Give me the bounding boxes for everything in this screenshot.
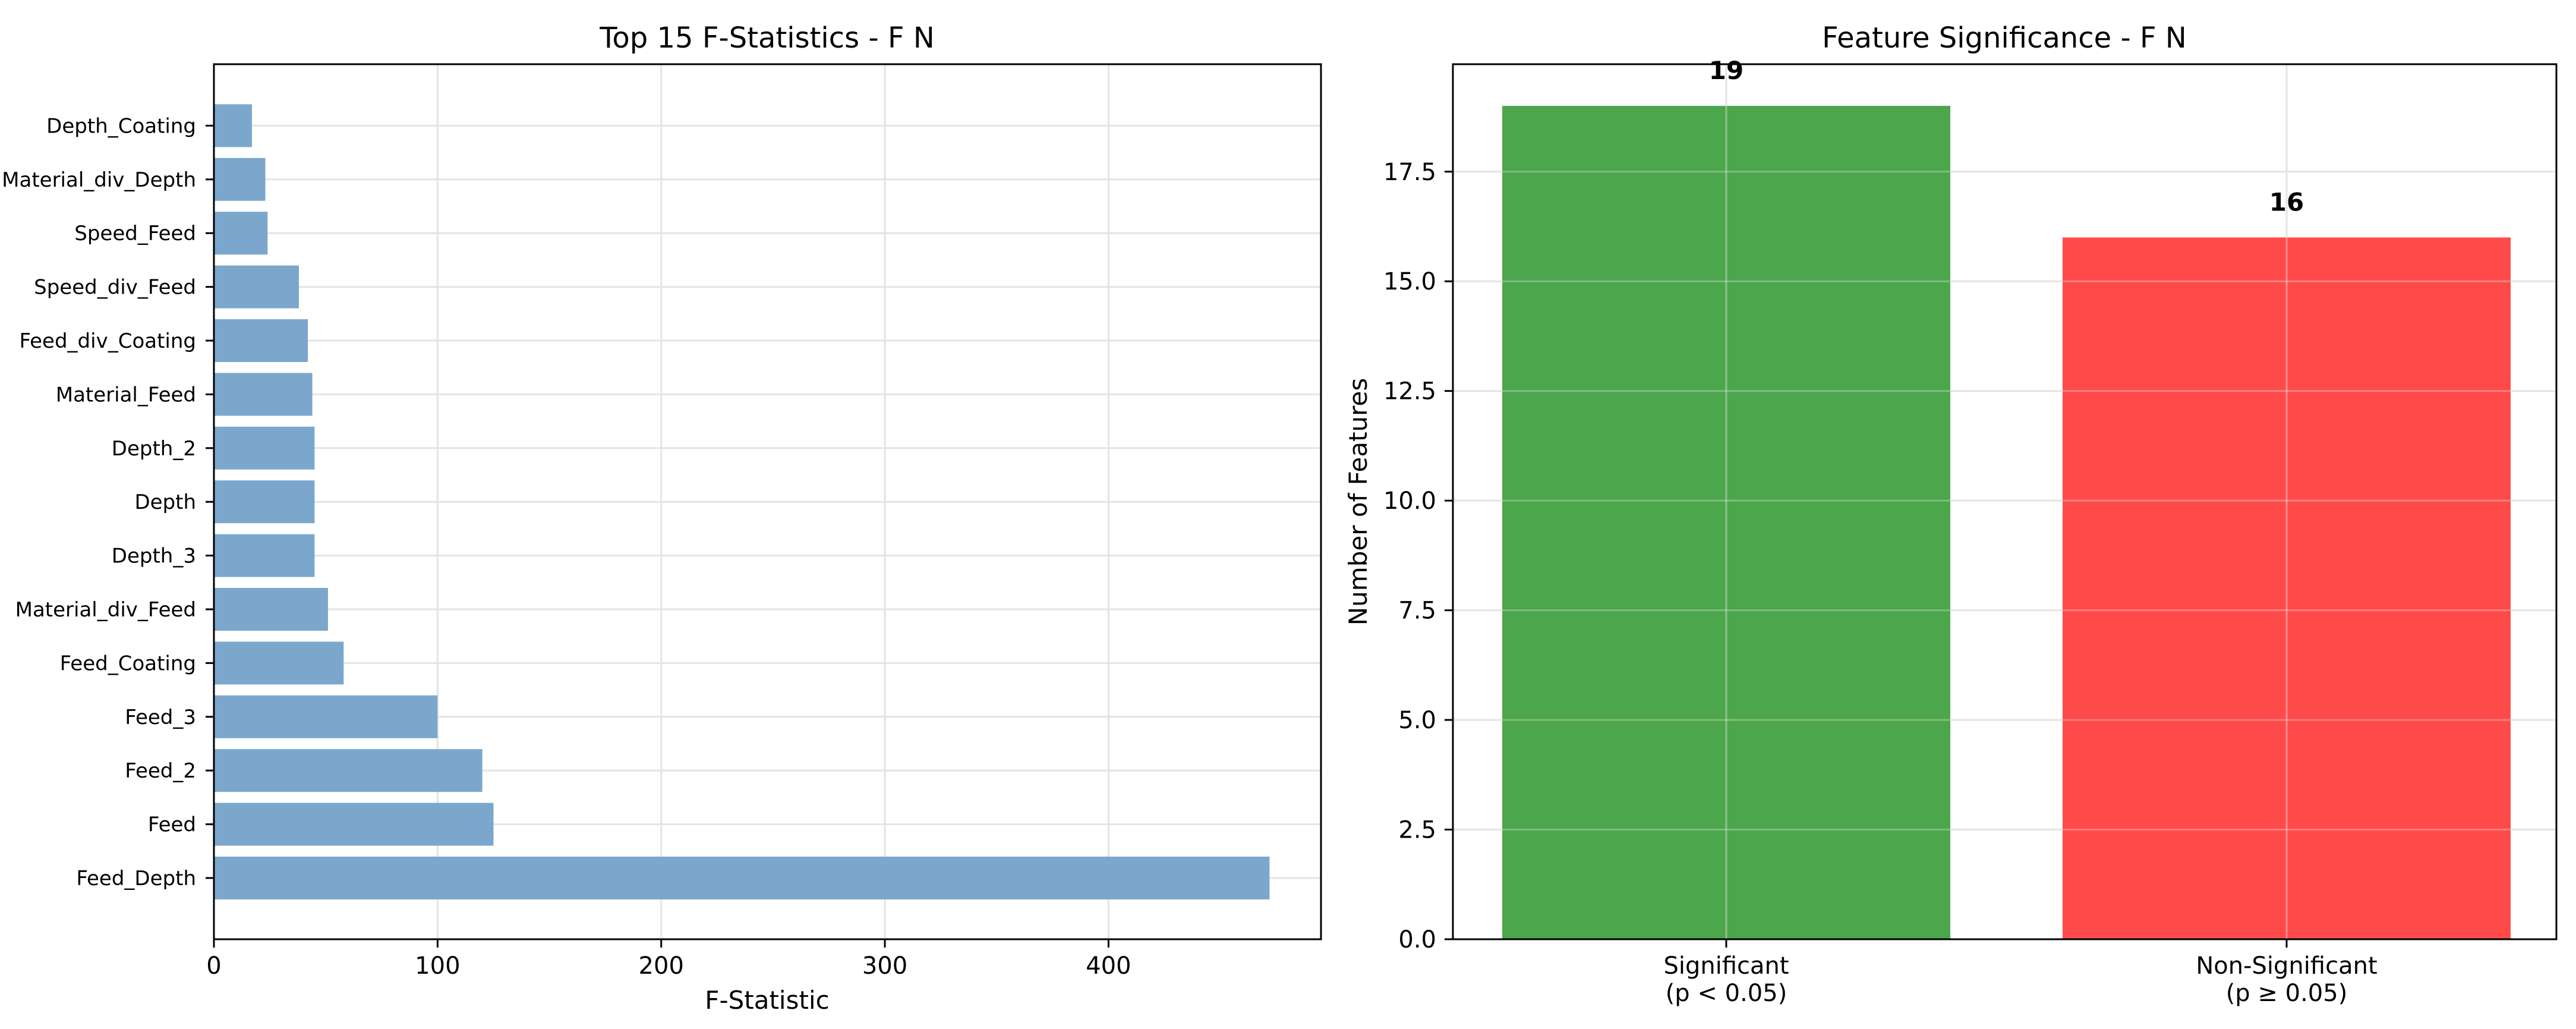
- bar-significant: [1502, 106, 1950, 940]
- x-tick-label: 300: [862, 952, 907, 980]
- x-tick-label: 100: [415, 952, 460, 980]
- y-tick-label: 15.0: [1383, 268, 1436, 295]
- y-tick-label: 17.5: [1383, 159, 1436, 186]
- feature-significance-y-ticks: 0.0 2.5 5.0 7.5 10.0 12.5 15.0 17.5: [1383, 159, 1453, 954]
- category-label: Depth_3: [112, 545, 196, 568]
- bar-feed-2: [214, 749, 483, 792]
- bar-depth: [214, 480, 315, 524]
- f-statistics-bars: [214, 104, 1270, 899]
- category-label: Feed_Coating: [60, 652, 196, 675]
- data-label: 19: [1709, 56, 1743, 85]
- f-statistics-x-axis-label: F-Statistic: [705, 986, 829, 1015]
- bar-material-div-feed: [214, 588, 328, 631]
- category-sublabel: (p < 0.05): [1666, 980, 1787, 1007]
- bar-material-feed: [214, 373, 313, 416]
- category-label: Speed_div_Feed: [34, 276, 196, 300]
- f-statistics-x-ticks: 0 100 200 300 400: [206, 939, 1131, 980]
- category-label: Feed_2: [125, 759, 196, 783]
- y-tick-label: 10.0: [1383, 487, 1436, 515]
- category-label: Material_div_Depth: [2, 168, 196, 192]
- category-label: Feed_div_Coating: [19, 329, 196, 353]
- bar-feed: [214, 803, 494, 846]
- bar-feed-3: [214, 695, 438, 738]
- category-label: Speed_Feed: [74, 222, 196, 246]
- bar-feed-coating: [214, 641, 344, 685]
- category-label: Non-Significant: [2196, 952, 2377, 980]
- y-tick-label: 7.5: [1398, 597, 1436, 625]
- feature-significance-x-categories: Significant(p < 0.05) Non-Significant(p ≥…: [1663, 939, 2378, 1007]
- bar-depth-2: [214, 426, 315, 470]
- category-label: Material_Feed: [56, 383, 196, 407]
- f-statistics-chart: Top 15 F-Statistics - F N 0 100 200 300 400 …: [2, 21, 1322, 1015]
- feature-significance-y-axis-label: Number of Features: [1344, 378, 1373, 626]
- category-label: Depth_Coating: [46, 114, 196, 138]
- y-tick-label: 2.5: [1398, 817, 1436, 844]
- category-label: Feed_3: [125, 706, 196, 729]
- data-label: 16: [2269, 187, 2304, 216]
- category-label: Depth_2: [112, 437, 196, 461]
- category-label: Depth: [134, 490, 196, 514]
- category-label: Material_div_Feed: [15, 598, 196, 622]
- bar-speed-div-feed: [214, 265, 299, 309]
- feature-significance-plot-frame: [1452, 63, 2558, 940]
- x-tick-label: 200: [639, 952, 684, 980]
- feature-significance-chart: Feature Significance - F N 0.0 2.5 5.0 7.5 1…: [1344, 21, 2558, 1007]
- category-label: Significant: [1663, 952, 1789, 980]
- bar-non-significant: [2063, 237, 2511, 939]
- bar-depth-3: [214, 534, 315, 577]
- category-label: Feed_Depth: [76, 867, 196, 890]
- x-tick-label: 400: [1086, 952, 1131, 980]
- feature-significance-bars: [1453, 64, 2556, 940]
- f-statistics-y-categories: Feed_Depth Feed Feed_2 Feed_3 Feed_Coating Ma…: [2, 114, 214, 890]
- y-tick-label: 0.0: [1398, 926, 1436, 954]
- feature-significance-chart-title: Feature Significance - F N: [1822, 21, 2187, 55]
- bar-depth-coating: [214, 104, 252, 147]
- category-sublabel: (p ≥ 0.05): [2226, 980, 2348, 1007]
- bar-material-div-depth: [214, 158, 266, 201]
- bar-feed-depth: [214, 857, 1270, 899]
- bar-speed-feed: [214, 212, 268, 255]
- y-tick-label: 12.5: [1383, 378, 1436, 405]
- x-tick-label: 0: [206, 952, 221, 980]
- f-statistics-chart-title: Top 15 F-Statistics - F N: [599, 21, 935, 55]
- category-label: Feed: [148, 813, 196, 837]
- bar-feed-div-coating: [214, 319, 308, 362]
- y-tick-label: 5.0: [1398, 707, 1436, 734]
